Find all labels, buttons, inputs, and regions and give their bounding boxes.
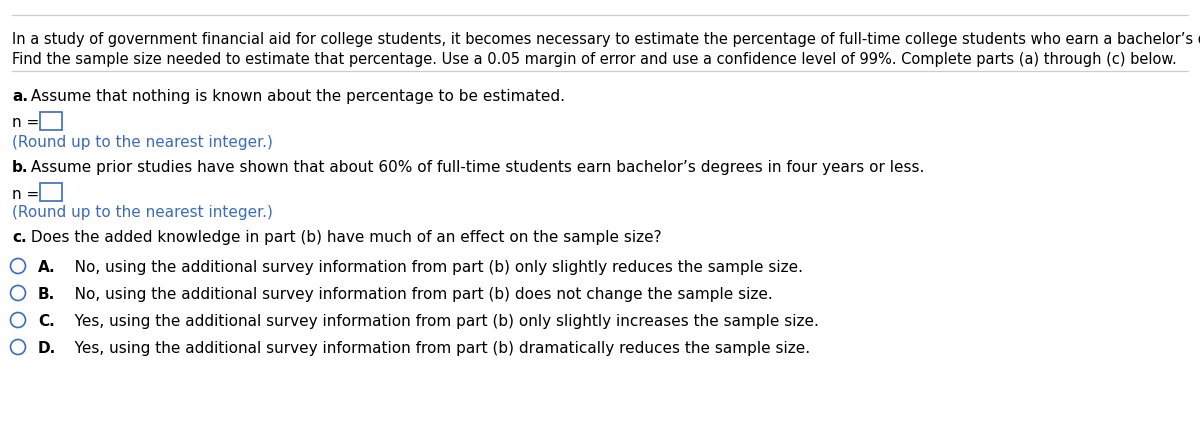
Text: A.: A. — [38, 260, 55, 275]
Circle shape — [11, 312, 25, 328]
Text: D.: D. — [38, 341, 56, 356]
Text: No, using the additional survey information from part (b) only slightly reduces : No, using the additional survey informat… — [60, 260, 803, 275]
Text: B.: B. — [38, 287, 55, 302]
Text: Assume that nothing is known about the percentage to be estimated.: Assume that nothing is known about the p… — [26, 89, 565, 104]
Text: a.: a. — [12, 89, 28, 104]
FancyBboxPatch shape — [40, 112, 62, 130]
Text: Does the added knowledge in part (b) have much of an effect on the sample size?: Does the added knowledge in part (b) hav… — [26, 230, 661, 245]
Text: Assume prior studies have shown that about 60% of full-time students earn bachel: Assume prior studies have shown that abo… — [26, 160, 924, 175]
Circle shape — [11, 340, 25, 355]
Text: (Round up to the nearest integer.): (Round up to the nearest integer.) — [12, 135, 272, 150]
FancyBboxPatch shape — [40, 183, 62, 201]
Text: C.: C. — [38, 314, 55, 329]
Text: Yes, using the additional survey information from part (b) only slightly increas: Yes, using the additional survey informa… — [60, 314, 818, 329]
Text: In a study of government financial aid for college students, it becomes necessar: In a study of government financial aid f… — [12, 32, 1200, 47]
Text: No, using the additional survey information from part (b) does not change the sa: No, using the additional survey informat… — [60, 287, 773, 302]
Text: c.: c. — [12, 230, 26, 245]
Text: n =: n = — [12, 187, 40, 202]
Text: (Round up to the nearest integer.): (Round up to the nearest integer.) — [12, 205, 272, 220]
Text: b.: b. — [12, 160, 29, 175]
Circle shape — [11, 259, 25, 274]
Circle shape — [11, 286, 25, 300]
Text: Find the sample size needed to estimate that percentage. Use a 0.05 margin of er: Find the sample size needed to estimate … — [12, 52, 1177, 67]
Text: Yes, using the additional survey information from part (b) dramatically reduces : Yes, using the additional survey informa… — [60, 341, 810, 356]
Text: n =: n = — [12, 115, 40, 130]
